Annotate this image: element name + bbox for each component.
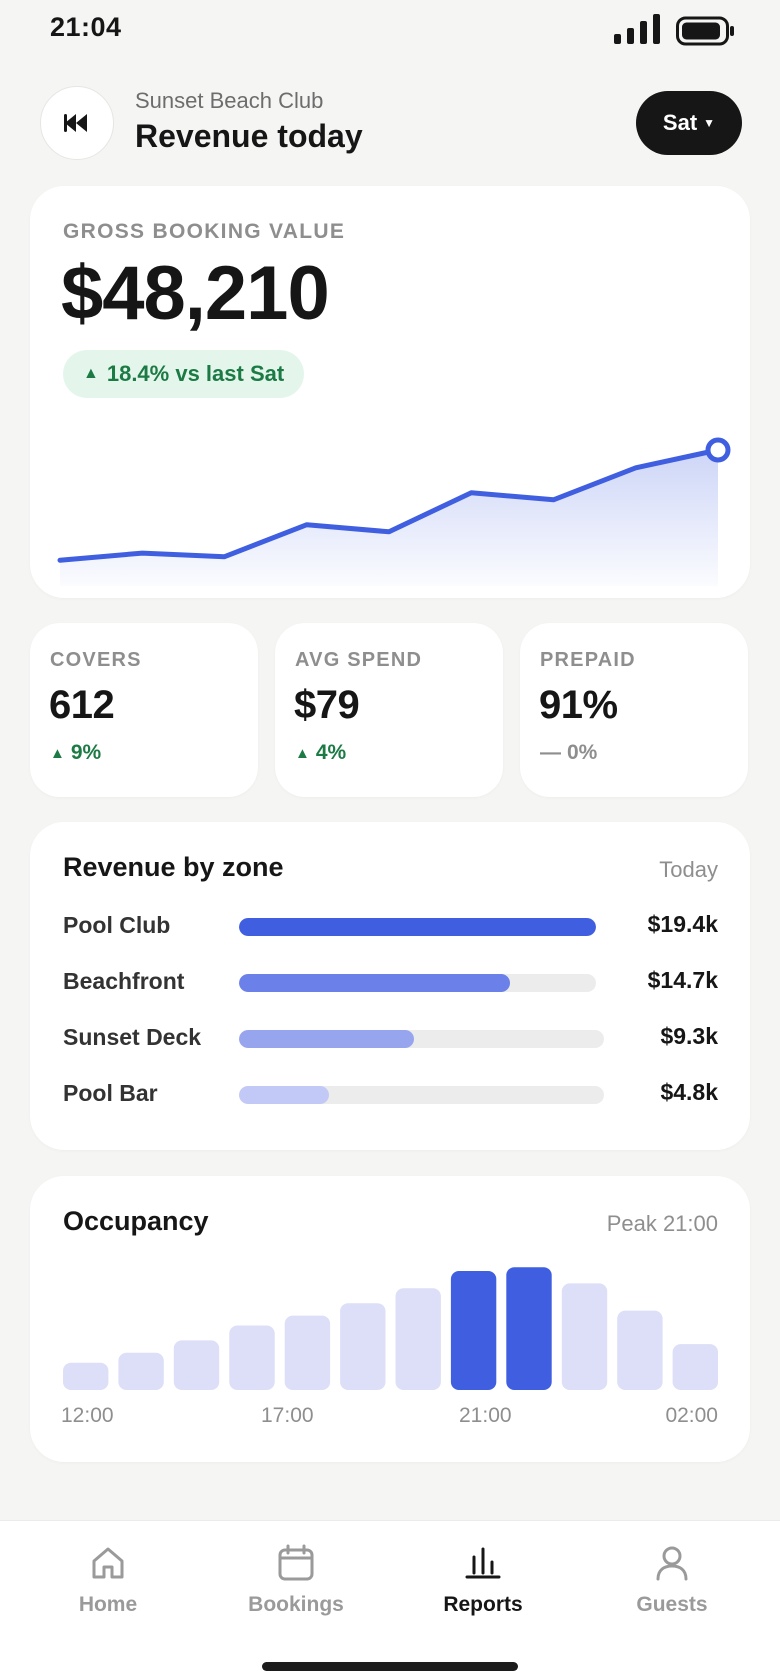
bottom-nav: Home Bookings Reports Guests: [0, 1520, 780, 1671]
occupancy-bar[interactable]: [284, 1315, 331, 1390]
trend-up-icon: ▲: [50, 744, 65, 762]
stat-value: $79: [294, 683, 360, 727]
gross-booking-value-card: GROSS BOOKING VALUE $48,210 ▲ 18.4% vs l…: [30, 186, 750, 598]
stat-delta: — 0%: [540, 741, 597, 765]
occupancy-bar[interactable]: [173, 1340, 220, 1390]
occupancy-bar-peak[interactable]: [450, 1271, 497, 1390]
nav-label: Reports: [443, 1593, 523, 1616]
trend-area: [60, 450, 718, 586]
zone-name: Pool Club: [63, 912, 171, 938]
occupancy-bar-peak[interactable]: [506, 1267, 552, 1390]
page-header: Sunset Beach Club Revenue today Sat ▼: [40, 86, 742, 162]
status-time: 21:04: [50, 12, 122, 42]
x-tick-label: 21:00: [459, 1404, 512, 1427]
zone-bar-fill: [239, 974, 510, 992]
stat-value: 91%: [539, 683, 618, 727]
occupancy-bar[interactable]: [118, 1352, 164, 1390]
zone-bar-track: [239, 1030, 604, 1048]
trend-flat-icon: —: [540, 741, 561, 764]
x-tick-label: 12:00: [61, 1404, 114, 1427]
occupancy-card: Occupancy Peak 21:00 12:00 17:00 21:00 0…: [30, 1176, 750, 1462]
nav-label: Home: [78, 1593, 138, 1616]
zone-amount: $4.8k: [660, 1079, 718, 1105]
trend-up-icon: ▲: [83, 365, 99, 382]
occupancy-bar-chart: [63, 1267, 718, 1391]
battery-icon: [676, 16, 734, 46]
nav-item-bookings[interactable]: Bookings: [226, 1543, 366, 1617]
gbv-label: GROSS BOOKING VALUE: [63, 220, 346, 243]
zone-bar-fill: [239, 1030, 414, 1048]
stat-delta-value: 0%: [567, 741, 598, 764]
page-title: Revenue today: [135, 118, 363, 154]
avg-spend-stat-card[interactable]: AVG SPEND $79 ▲ 4%: [275, 623, 503, 797]
zone-name: Sunset Deck: [63, 1024, 202, 1050]
home-indicator: [262, 1662, 518, 1671]
stat-value: 612: [49, 683, 115, 727]
zone-period[interactable]: Today: [659, 857, 718, 882]
nav-label: Guests: [636, 1593, 708, 1616]
chevron-down-icon: ▼: [703, 116, 716, 130]
trend-up-icon: ▲: [295, 744, 310, 762]
occupancy-bar[interactable]: [340, 1303, 386, 1390]
gbv-change-text: 18.4% vs last Sat: [106, 361, 285, 386]
bar-chart-icon: [465, 1547, 501, 1579]
occupancy-bar[interactable]: [229, 1325, 275, 1391]
stat-delta: ▲ 4%: [295, 741, 346, 765]
zone-bar-fill: [239, 918, 596, 936]
zone-name: Pool Bar: [63, 1080, 158, 1106]
stat-label: PREPAID: [540, 649, 636, 671]
x-tick-label: 17:00: [261, 1404, 314, 1427]
nav-item-guests[interactable]: Guests: [602, 1543, 742, 1617]
x-tick-label: 02:00: [665, 1404, 718, 1427]
zone-bar-fill: [239, 1086, 330, 1104]
day-selector-label: Sat: [662, 110, 698, 135]
occupancy-bar[interactable]: [672, 1344, 718, 1390]
zone-bar-track: [239, 1086, 604, 1104]
stat-label: AVG SPEND: [295, 649, 423, 671]
zone-row-sunset-deck[interactable]: Sunset Deck $9.3k: [63, 1018, 718, 1058]
revenue-trend-chart: [57, 437, 731, 586]
nav-item-reports[interactable]: Reports: [413, 1543, 553, 1617]
trend-endpoint: [705, 437, 731, 463]
zone-name: Beachfront: [63, 968, 185, 994]
occupancy-bar[interactable]: [617, 1310, 663, 1390]
covers-stat-card[interactable]: COVERS 612 ▲ 9%: [30, 623, 258, 797]
stat-delta-value: 4%: [315, 741, 347, 764]
status-bar: 21:04: [0, 0, 780, 60]
zone-bar-track: [239, 974, 596, 992]
nav-item-home[interactable]: Home: [38, 1543, 178, 1617]
gbv-change-badge: ▲ 18.4% vs last Sat: [63, 350, 305, 398]
venue-logo[interactable]: [40, 86, 114, 160]
prepaid-stat-card[interactable]: PREPAID 91% — 0%: [520, 623, 748, 797]
section-title: Occupancy: [63, 1206, 209, 1236]
occupancy-bar[interactable]: [63, 1362, 109, 1390]
stat-delta-value: 9%: [70, 741, 102, 764]
zone-amount: $19.4k: [647, 911, 718, 937]
stat-label: COVERS: [50, 649, 142, 671]
occupancy-bar[interactable]: [395, 1288, 441, 1390]
revenue-by-zone-card: Revenue by zone Today Pool Club $19.4k B…: [30, 822, 750, 1150]
zone-amount: $9.3k: [660, 1023, 718, 1049]
signal-icon: [614, 14, 660, 44]
occupancy-peak: Peak 21:00: [606, 1211, 718, 1236]
section-title: Revenue by zone: [63, 852, 284, 882]
calendar-icon: [278, 1544, 314, 1581]
trend-line: [57, 447, 721, 563]
zone-row-pool-club[interactable]: Pool Club $19.4k: [63, 906, 718, 946]
day-selector-button[interactable]: Sat ▼: [636, 91, 742, 155]
zone-row-beachfront[interactable]: Beachfront $14.7k: [63, 962, 718, 1002]
occupancy-bar[interactable]: [561, 1283, 608, 1390]
home-icon: [92, 1547, 124, 1579]
venue-name: Sunset Beach Club: [135, 88, 324, 113]
zone-bar-track: [239, 918, 596, 936]
venue-logo-icon: [64, 114, 87, 132]
stat-delta: ▲ 9%: [50, 741, 101, 765]
zone-amount: $14.7k: [647, 967, 718, 993]
zone-row-pool-bar[interactable]: Pool Bar $4.8k: [63, 1074, 718, 1114]
gbv-value: $48,210: [61, 251, 330, 336]
nav-label: Bookings: [248, 1593, 344, 1616]
person-icon: [656, 1546, 688, 1581]
